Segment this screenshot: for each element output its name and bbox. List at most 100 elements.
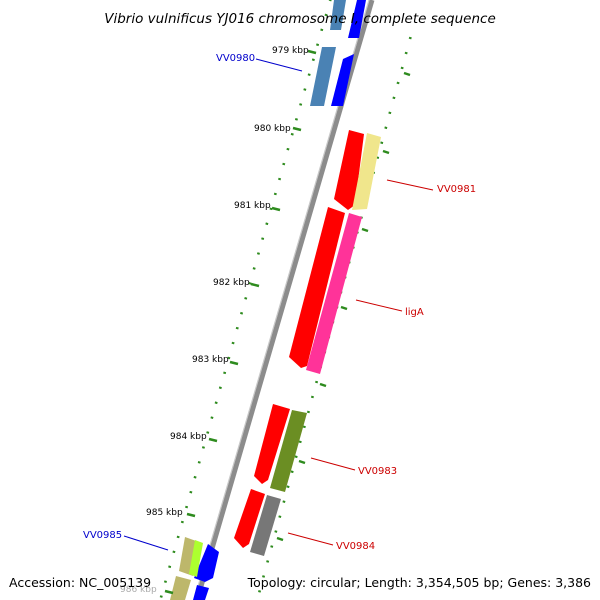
inner-tick-1: [403, 71, 411, 77]
gene-vv0980-strand[interactable]: [331, 54, 354, 106]
leader-vv0984: [287, 532, 334, 546]
gene-vv0984-strand[interactable]: [234, 489, 265, 548]
gene-vv0981-cog[interactable]: [352, 133, 381, 210]
tick-label-985: 985 kbp: [146, 508, 183, 518]
strand-genes: [193, 0, 366, 600]
inner-tick-3: [361, 227, 369, 233]
gene-label-vv0985[interactable]: VV0985: [83, 530, 122, 541]
tick-label-982: 982 kbp: [213, 278, 250, 288]
inner-dot-34: [270, 545, 274, 548]
inner-dot-5: [388, 111, 392, 115]
gene-bottom-strand[interactable]: [193, 585, 209, 600]
leader-vv0983: [310, 457, 356, 471]
tick-label-979: 979 kbp: [272, 46, 309, 56]
tick-981: [271, 206, 281, 212]
tick-label-983: 983 kbp: [192, 355, 229, 365]
outer-dot-37: [172, 550, 176, 554]
inner-dot-1: [404, 51, 408, 55]
outer-dot-13: [273, 192, 277, 196]
inner-dot-35: [266, 560, 270, 563]
tick-980: [292, 126, 302, 132]
outer-dot-22: [235, 326, 239, 330]
inner-dot-33: [274, 530, 278, 533]
inner-dot-4: [392, 96, 396, 100]
tick-label-980: 980 kbp: [254, 124, 291, 134]
inner-dot-25: [306, 410, 310, 414]
inner-dot-31: [282, 500, 286, 503]
outer-dot-29: [206, 431, 210, 434]
inner-dot-6: [384, 126, 388, 130]
outer-dot-26: [218, 386, 222, 390]
gene-label-vv0980[interactable]: VV0980: [216, 53, 255, 64]
tick-label-984: 984 kbp: [170, 432, 207, 442]
tick-983: [229, 360, 239, 366]
outer-dot-ruler: [159, 0, 332, 598]
inner-tick-4: [340, 305, 348, 311]
gene-vv0983-cog[interactable]: [270, 410, 307, 492]
gene-top-strand[interactable]: [348, 0, 366, 38]
inner-dot-37: [258, 590, 262, 593]
outer-dot-17: [256, 252, 260, 255]
inner-dot-2: [400, 66, 404, 70]
leader-vv0980: [255, 58, 303, 72]
outer-dot-36: [176, 535, 180, 539]
inner-tick-5: [319, 382, 327, 388]
outer-dot-15: [265, 222, 269, 226]
inner-dot-29: [290, 470, 294, 474]
inner-major-ticks: [276, 71, 411, 542]
outer-dot-3: [316, 43, 320, 47]
gene-label-vv0981[interactable]: VV0981: [437, 184, 476, 195]
gene-vv0985-cog-lime[interactable]: [189, 540, 203, 577]
inner-dot-30: [286, 485, 290, 489]
tick-labels: 979 kbp 980 kbp 981 kbp 982 kbp 983 kbp …: [120, 46, 309, 595]
gene-vv0980-cog[interactable]: [310, 47, 336, 106]
tick-label-986: 986 kbp: [120, 585, 157, 595]
gene-bottom-cog[interactable]: [170, 576, 191, 600]
outer-dot-21: [240, 311, 244, 315]
outer-dot-9: [290, 132, 294, 136]
outer-dot-10: [286, 147, 290, 151]
gene-vv0984-cog[interactable]: [250, 495, 281, 556]
outer-dot-31: [197, 461, 201, 464]
inner-dot-23: [315, 380, 319, 384]
tick-984: [208, 437, 218, 443]
outer-dot-2: [320, 28, 324, 32]
inner-dot-28: [294, 455, 298, 459]
outer-dot-16: [261, 237, 265, 240]
inner-tick-6: [298, 459, 306, 465]
gene-label-vv0983[interactable]: VV0983: [358, 466, 397, 477]
inner-dot-32: [278, 515, 282, 518]
inner-dot-26: [302, 425, 306, 429]
map-title: Vibrio vulnificus YJ016 chromosome I, co…: [104, 11, 496, 27]
gene-vv0985-strand[interactable]: [194, 544, 219, 582]
gene-vv0983-strand[interactable]: [254, 404, 290, 484]
outer-dot-27: [214, 401, 218, 405]
gene-top-cog[interactable]: [330, 0, 346, 30]
major-ticks: [164, 49, 317, 595]
outer-dot-19: [248, 282, 252, 285]
outer-dot-4: [311, 58, 315, 62]
outer-dot-40: [159, 595, 163, 598]
leader-liga: [355, 299, 403, 312]
accession-text: Accession: NC_005139: [9, 575, 151, 590]
inner-tick-2: [382, 149, 390, 155]
gene-liga-strand[interactable]: [289, 207, 345, 368]
outer-dot-35: [180, 520, 184, 524]
outer-dot-1: [324, 13, 328, 17]
gene-liga-cog[interactable]: [306, 213, 362, 374]
gene-labels: VV0980 VV0981 ligA VV0983 VV0984 VV0985: [83, 53, 476, 552]
outer-dot-28: [210, 416, 214, 419]
outer-dot-12: [278, 177, 282, 181]
outer-dot-23: [231, 341, 235, 345]
map-drawing: 979 kbp 980 kbp 981 kbp 982 kbp 983 kbp …: [9, 0, 591, 600]
tick-label-981: 981 kbp: [234, 201, 271, 211]
gene-label-vv0984[interactable]: VV0984: [336, 541, 375, 552]
inner-dot-3: [396, 81, 400, 85]
outer-dot-25: [223, 371, 227, 375]
tick-979: [307, 49, 317, 55]
outer-dot-30: [201, 446, 205, 449]
outer-dot-33: [189, 490, 193, 494]
gene-label-liga[interactable]: ligA: [405, 307, 424, 318]
outer-dot-5: [307, 73, 311, 76]
